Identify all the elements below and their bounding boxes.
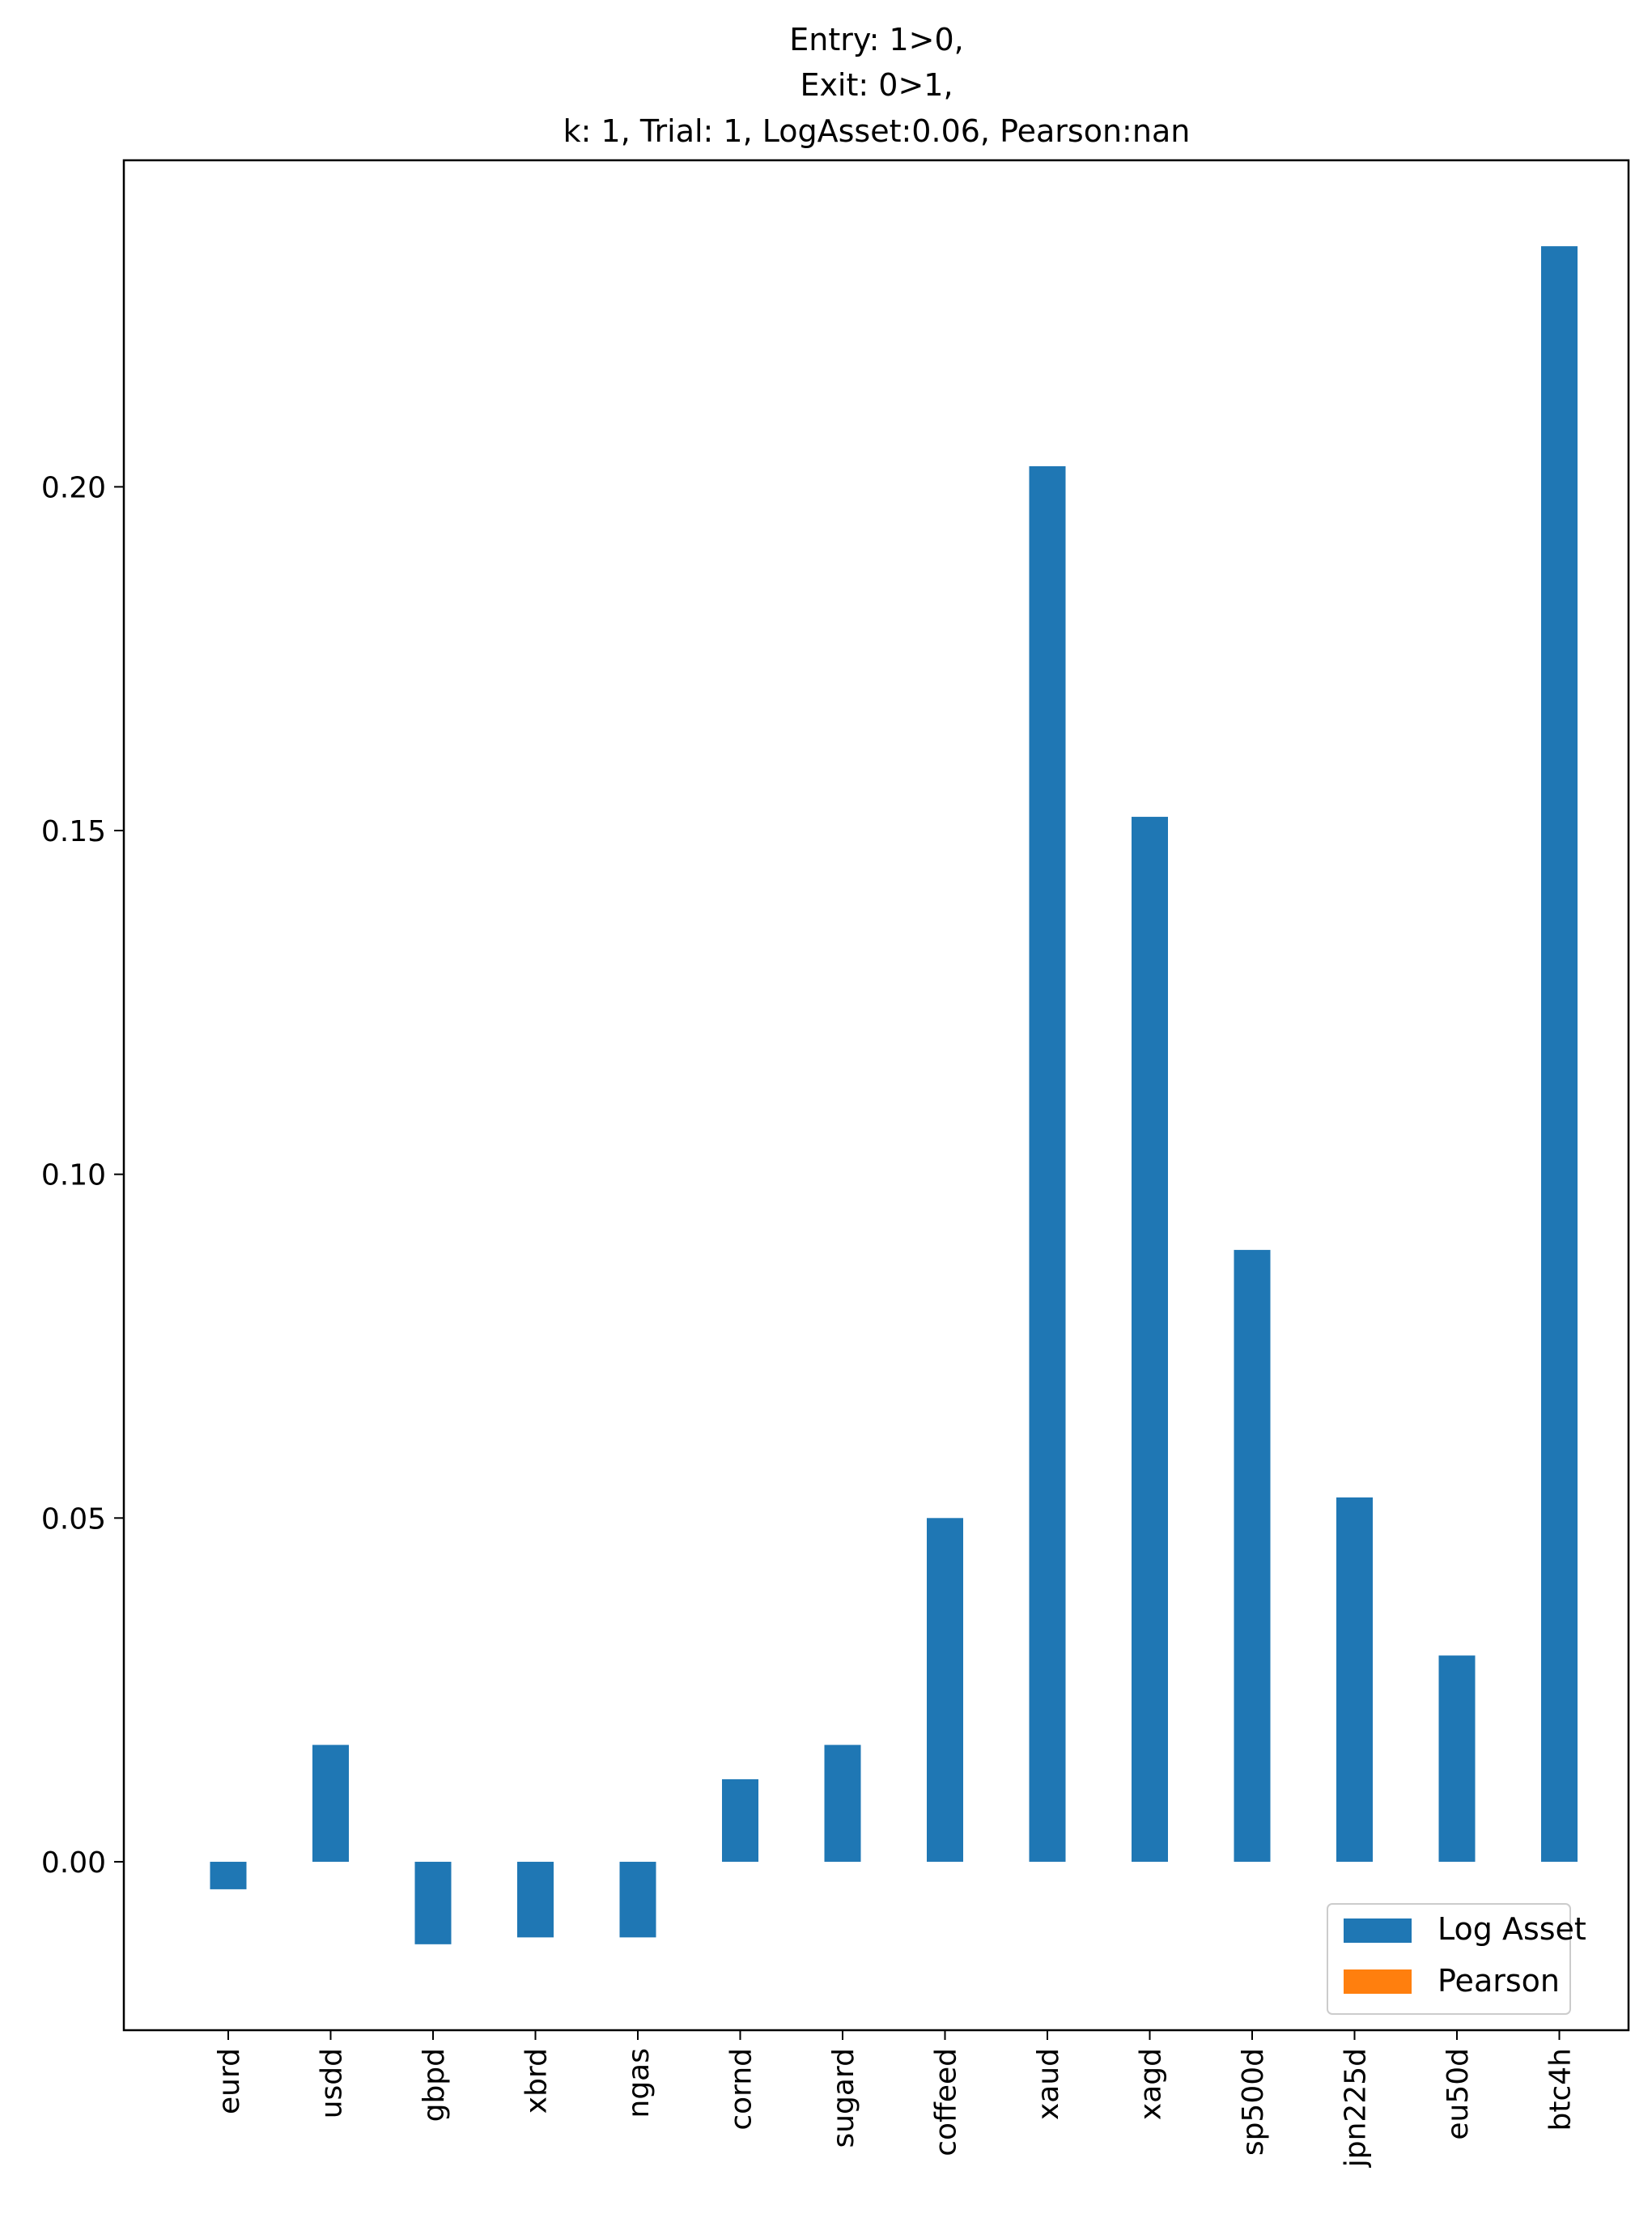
bar-cornd xyxy=(722,1779,758,1862)
x-tick-label: eu50d xyxy=(1442,2048,1475,2140)
chart-title-line: Entry: 1>0, xyxy=(789,22,964,57)
bar-sugard xyxy=(824,1744,861,1862)
bar-ngas xyxy=(619,1861,656,1938)
plot-frame xyxy=(122,159,1630,2032)
x-tick-label: ngas xyxy=(622,2048,656,2118)
legend-label-pearson: Pearson xyxy=(1438,1963,1560,1999)
x-tick-label: xagd xyxy=(1135,2048,1168,2120)
bar-jpn225d xyxy=(1336,1497,1373,1862)
y-tick-label: 0.15 xyxy=(41,815,106,848)
y-tick-label: 0.05 xyxy=(41,1502,106,1536)
x-tick-label: eurd xyxy=(213,2048,246,2114)
x-tick-label: gbpd xyxy=(418,2048,451,2122)
bar-xbrd xyxy=(517,1861,554,1938)
bar-gbpd xyxy=(414,1861,452,1944)
bar-sp500d xyxy=(1234,1250,1271,1862)
x-tick-label: btc4h xyxy=(1544,2048,1578,2131)
x-tick-label: usdd xyxy=(316,2048,349,2118)
x-tick-label: coffeed xyxy=(930,2048,963,2156)
bar-usdd xyxy=(312,1744,349,1862)
chart-title-line: k: 1, Trial: 1, LogAsset:0.06, Pearson:n… xyxy=(563,113,1191,149)
bar-btc4h xyxy=(1541,246,1578,1862)
bar-eurd xyxy=(210,1861,247,1889)
y-tick-label: 0.00 xyxy=(41,1846,106,1880)
x-tick-label: jpn225d xyxy=(1340,2048,1373,2168)
legend-swatch-log-asset xyxy=(1344,1918,1412,1943)
bar-xagd xyxy=(1132,817,1168,1862)
bar-eu50d xyxy=(1438,1655,1476,1862)
legend-swatch-pearson xyxy=(1344,1969,1412,1994)
y-tick-label: 0.20 xyxy=(41,471,106,504)
y-axis: 0.00 0.05 0.10 0.15 0.20 xyxy=(41,471,124,1880)
x-tick-label: sugard xyxy=(827,2048,860,2148)
bars xyxy=(210,246,1578,1944)
chart-title-line: Exit: 0>1, xyxy=(800,67,953,103)
legend-label-log-asset: Log Asset xyxy=(1438,1911,1586,1947)
chart-title: Entry: 1>0, Exit: 0>1, k: 1, Trial: 1, L… xyxy=(563,22,1191,149)
y-tick-label: 0.10 xyxy=(41,1159,106,1192)
x-tick-label: xaud xyxy=(1032,2048,1065,2120)
x-tick-label: sp500d xyxy=(1237,2048,1270,2156)
x-tick-label: cornd xyxy=(725,2048,758,2131)
bar-coffeed xyxy=(927,1518,963,1862)
x-axis: eurd usdd gbpd xbrd ngas cornd sugard coffeed xa… xyxy=(213,2030,1578,2168)
bar-xaud xyxy=(1029,465,1066,1862)
legend: Log Asset Pearson xyxy=(1327,1903,1586,2015)
x-tick-label: xbrd xyxy=(520,2048,554,2114)
